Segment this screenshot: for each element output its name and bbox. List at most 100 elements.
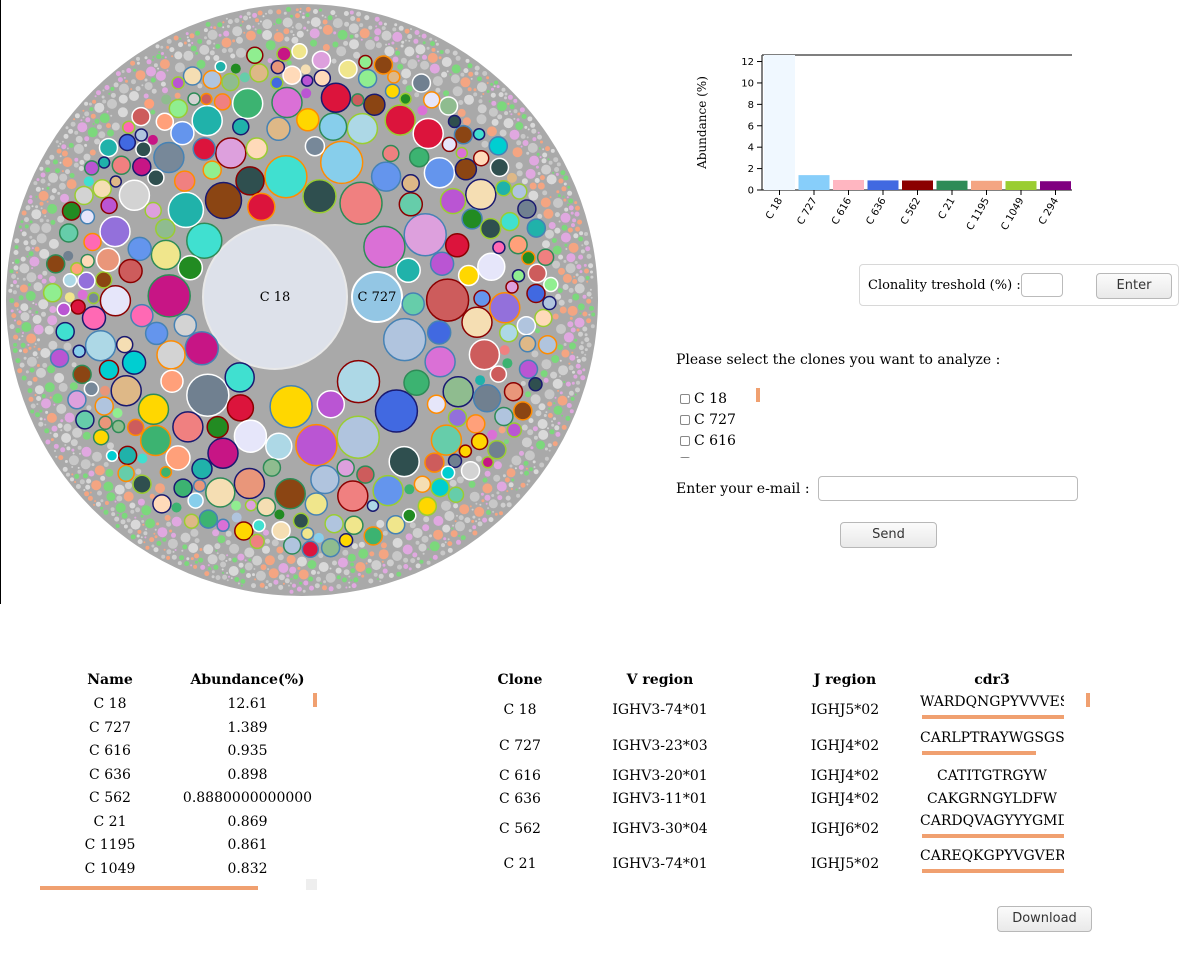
clone-bubble	[216, 518, 230, 533]
clone-option[interactable]: C 727	[680, 409, 780, 430]
enter-button[interactable]: Enter	[1096, 273, 1172, 299]
checkbox[interactable]	[680, 414, 690, 425]
clone-option[interactable]: C 616	[680, 430, 780, 451]
clone-bubble	[151, 58, 154, 61]
threshold-input[interactable]	[1021, 273, 1063, 297]
clone-bubble	[374, 28, 382, 36]
clone-bubble	[216, 552, 219, 555]
checkbox[interactable]	[680, 456, 690, 458]
clone-bubble	[77, 122, 88, 133]
clone-bubble	[123, 524, 128, 529]
clone-bubble	[576, 328, 580, 332]
clone-bubble	[491, 494, 495, 497]
clone-bubble	[44, 382, 55, 393]
clone-bubble	[144, 78, 148, 82]
clone-bubble	[40, 172, 46, 178]
abundance-table-hscroll[interactable]	[40, 886, 258, 890]
checkbox[interactable]	[680, 393, 690, 404]
clone-bubble	[568, 242, 579, 253]
clone-bubble	[74, 473, 80, 479]
clone-bubble	[103, 509, 109, 515]
clone-bubble	[543, 377, 549, 383]
clone-bubble	[66, 446, 71, 451]
clone-bubble	[359, 23, 364, 28]
clone-bubble	[460, 72, 465, 77]
download-button[interactable]: Download	[997, 906, 1092, 932]
clone-option[interactable]	[680, 451, 780, 458]
clone-bubble	[319, 8, 322, 12]
clone-bubble	[350, 562, 355, 567]
clone-bubble	[400, 44, 404, 48]
table-cell-clone: C 616	[499, 768, 541, 784]
clone-bubble	[521, 250, 536, 266]
clone-bubble	[44, 215, 47, 218]
table-cell-v-region: IGHV3-11*01	[612, 791, 708, 807]
cdr3-scrollbar[interactable]	[922, 834, 1064, 838]
clone-bubble	[449, 479, 457, 487]
clone-bubble	[103, 481, 114, 492]
clone-bubble	[300, 64, 311, 75]
clone-bubble	[136, 56, 140, 61]
clone-table-vscroll[interactable]	[1086, 693, 1090, 707]
send-button[interactable]: Send	[840, 522, 937, 548]
clone-bubble-chart[interactable]: C 18 C 727	[0, 0, 610, 604]
table-cell-name: C 636	[89, 766, 131, 783]
clone-bubble	[552, 245, 562, 255]
clone-bubble	[116, 495, 123, 502]
cdr3-scrollbar[interactable]	[922, 869, 1064, 873]
clone-bubble	[171, 516, 182, 527]
clone-bubble	[458, 534, 461, 537]
clone-bubble	[195, 30, 200, 36]
clone-bubble	[403, 369, 430, 396]
clone-bubble	[92, 428, 110, 446]
clone-bubble	[111, 155, 132, 176]
clone-bubble	[482, 71, 488, 76]
clone-list-scrollbar[interactable]	[756, 388, 760, 402]
clone-bubble	[30, 403, 36, 409]
clone-option[interactable]: C 18	[680, 388, 780, 409]
clone-bubble	[343, 40, 349, 46]
clone-bubble	[513, 98, 518, 103]
clone-bubble	[452, 86, 463, 97]
clone-bubble	[506, 490, 509, 493]
email-field[interactable]	[818, 476, 1078, 501]
checkbox[interactable]	[680, 435, 690, 446]
cdr3-scrollbar[interactable]	[922, 751, 1036, 755]
clone-bubble	[68, 455, 79, 466]
clone-bubble	[369, 551, 375, 557]
clone-bubble	[443, 90, 450, 97]
clone-bubble	[228, 47, 233, 53]
clone-bubble	[387, 70, 401, 84]
clone-bubble	[20, 220, 24, 224]
clone-bubble	[46, 200, 49, 203]
clone-bubble	[49, 306, 57, 313]
clone-bubble	[186, 222, 223, 259]
clone-bubble	[460, 535, 466, 541]
clone-bubble	[204, 36, 207, 40]
clone-bubble	[80, 119, 83, 122]
table-cell-j-region: IGHJ4*02	[810, 768, 880, 784]
clone-checkbox-list[interactable]: C 18 C 727 C 616	[680, 388, 780, 458]
clone-bubble	[514, 467, 517, 470]
clone-bubble	[252, 555, 263, 566]
clone-bubble	[179, 555, 185, 561]
clone-bubble	[557, 395, 568, 406]
clone-bubble	[265, 538, 270, 544]
abundance-table-vscroll[interactable]	[313, 693, 317, 707]
clone-bubble	[252, 25, 255, 28]
cdr3-scrollbar[interactable]	[922, 715, 1064, 719]
clone-bubble	[55, 321, 75, 342]
clone-bubble	[527, 142, 538, 153]
clone-bubble	[348, 575, 351, 578]
clone-bubble	[541, 164, 552, 175]
clone-bubble	[16, 284, 20, 288]
clone-bubble	[528, 418, 534, 424]
clone-bubble	[516, 118, 520, 122]
clone-bubble	[373, 55, 394, 75]
table-cell-v-region: IGHV3-74*01	[612, 702, 708, 718]
clone-bubble	[497, 495, 503, 501]
clone-bubble	[479, 503, 482, 506]
clone-bubble	[14, 258, 20, 264]
clone-bubble	[72, 344, 86, 358]
clone-bubble	[574, 201, 578, 205]
